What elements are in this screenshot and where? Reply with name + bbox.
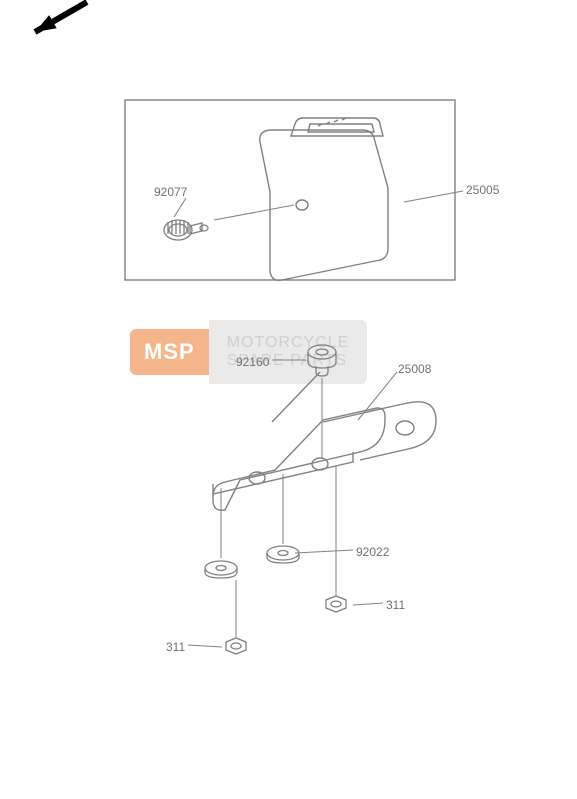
callout-25008: 25008 — [398, 362, 431, 376]
diagram-canvas: MSP MOTORCYCLE SPARE PARTS 9207725005921… — [0, 0, 577, 799]
callout-311a: 311 — [386, 598, 405, 612]
callout-25005: 25005 — [466, 183, 499, 197]
callout-leaders — [0, 0, 577, 799]
callout-92022: 92022 — [356, 545, 389, 559]
callout-92077: 92077 — [154, 185, 187, 199]
callout-311b: 311 — [166, 640, 185, 654]
callout-92160: 92160 — [236, 355, 269, 369]
